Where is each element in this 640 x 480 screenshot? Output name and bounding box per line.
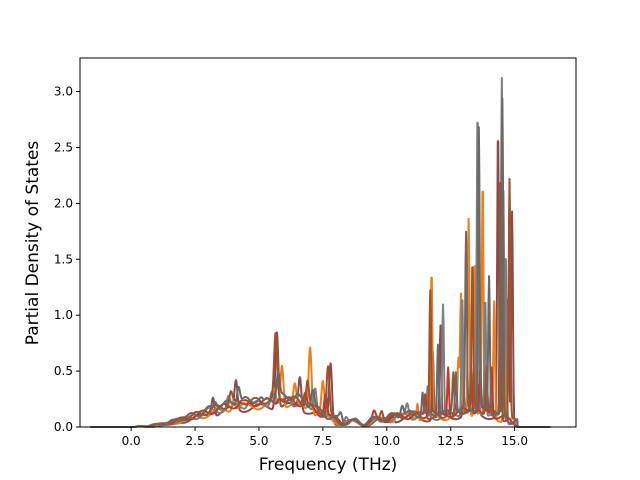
x-tick-label: 15.0: [501, 434, 528, 448]
x-tick-label: 7.5: [313, 434, 332, 448]
pdos-series-line: [89, 177, 551, 428]
series-layer: [89, 76, 551, 428]
plot-frame: [79, 57, 577, 428]
x-axis-label: Frequency (THz): [259, 455, 398, 475]
y-tick-label: 3.0: [54, 85, 73, 99]
y-tick-label: 0.0: [54, 420, 73, 434]
x-tick-label: 12.5: [437, 434, 464, 448]
x-axis: 0.0 2.5 5.0 7.5 10.0 12.5 15.0: [122, 427, 528, 448]
y-tick-label: 2.5: [54, 140, 73, 154]
y-tick-label: 0.5: [54, 364, 73, 378]
y-tick-label: 1.5: [54, 252, 73, 266]
x-tick-label: 0.0: [122, 434, 141, 448]
x-tick-label: 10.0: [373, 434, 400, 448]
y-tick-label: 1.0: [54, 308, 73, 322]
y-axis-label: Partial Density of States: [23, 141, 43, 346]
y-tick-label: 2.0: [54, 196, 73, 210]
y-axis: 0.0 0.5 1.0 1.5 2.0 2.5 3.0: [54, 85, 80, 434]
x-tick-label: 5.0: [249, 434, 268, 448]
x-tick-label: 2.5: [186, 434, 205, 448]
pdos-series-line: [89, 97, 551, 428]
